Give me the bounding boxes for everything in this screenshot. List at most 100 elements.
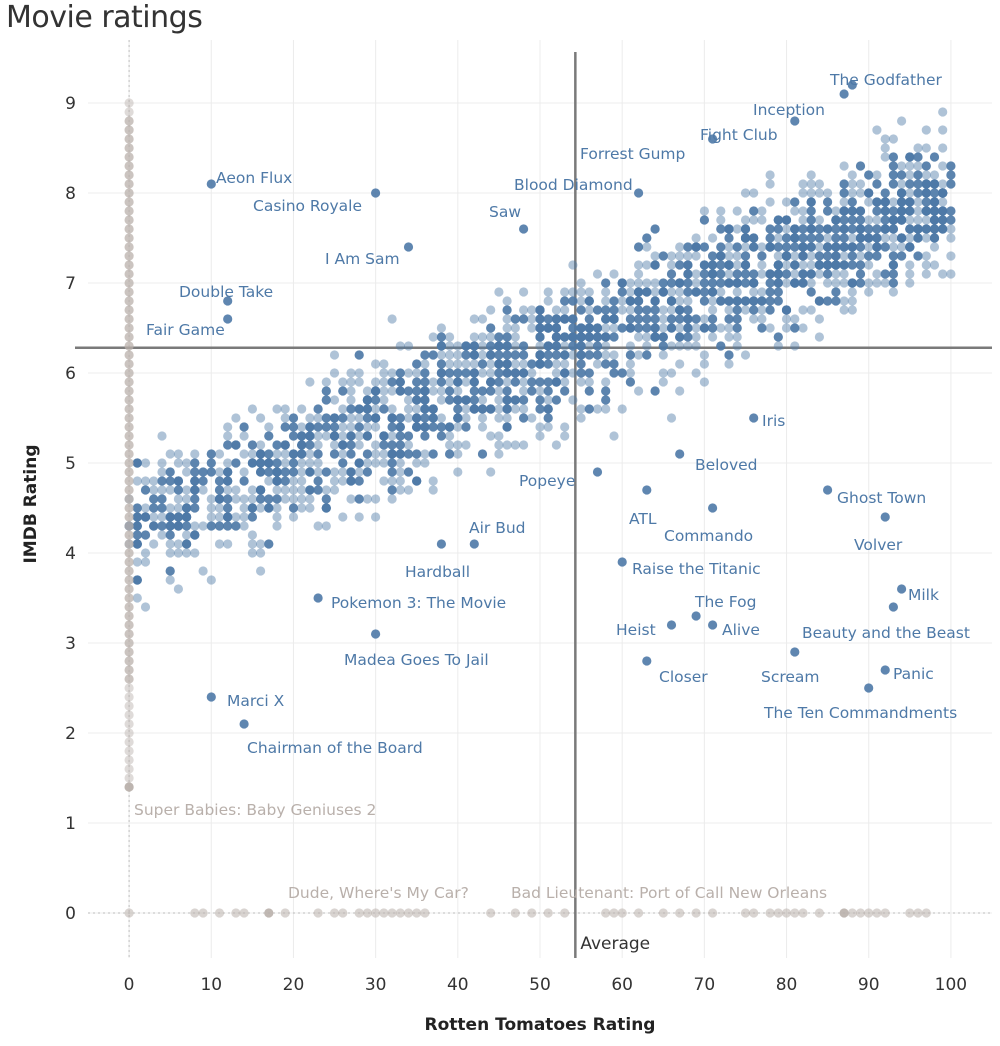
data-point <box>855 233 866 243</box>
data-point <box>708 296 718 306</box>
data-point <box>412 395 422 405</box>
data-point <box>124 152 134 162</box>
data-point <box>773 341 783 351</box>
data-point <box>798 908 808 918</box>
x-tick-label: 80 <box>776 975 798 995</box>
data-point <box>461 368 471 378</box>
data-point <box>716 242 726 252</box>
data-point <box>428 404 438 414</box>
data-point <box>157 512 167 522</box>
data-point <box>395 485 405 495</box>
data-point <box>732 242 742 252</box>
data-point <box>436 422 446 432</box>
data-point <box>321 494 331 504</box>
data-point <box>173 521 183 531</box>
data-point <box>477 341 488 351</box>
data-point <box>855 215 866 225</box>
data-point <box>239 521 249 531</box>
data-point <box>453 440 463 450</box>
data-point <box>601 395 611 405</box>
data-point <box>461 350 471 360</box>
data-point <box>847 188 857 198</box>
data-point <box>256 494 266 504</box>
data-point <box>839 251 849 261</box>
data-point <box>888 233 899 243</box>
data-point <box>313 440 323 450</box>
data-point <box>938 143 948 153</box>
data-point <box>305 503 315 513</box>
data-point <box>124 161 134 171</box>
x-tick-label: 10 <box>200 975 222 995</box>
data-point <box>905 179 915 189</box>
data-point <box>790 341 800 351</box>
data-point <box>831 278 841 288</box>
data-point <box>453 386 463 396</box>
data-point <box>395 377 405 387</box>
data-point <box>469 386 479 396</box>
data-point <box>880 512 890 522</box>
data-point <box>642 332 652 342</box>
data-point <box>839 188 849 198</box>
data-point <box>445 341 455 351</box>
data-point <box>140 557 151 567</box>
data-point <box>855 188 866 198</box>
data-point <box>946 161 956 171</box>
data-point <box>453 404 463 414</box>
data-point <box>124 395 134 405</box>
data-point <box>675 251 685 261</box>
data-point <box>305 485 315 495</box>
data-point <box>921 233 931 243</box>
data-point <box>519 350 529 360</box>
data-point <box>847 224 857 234</box>
data-point <box>124 224 134 234</box>
point-label: Alive <box>722 621 760 639</box>
data-point <box>601 404 611 414</box>
data-point <box>658 350 668 360</box>
data-point <box>666 260 677 270</box>
y-tick-label: 7 <box>65 274 76 294</box>
data-point <box>642 350 652 360</box>
data-point <box>124 134 134 144</box>
data-point <box>264 431 274 441</box>
data-point <box>502 341 512 351</box>
y-tick-label: 0 <box>65 904 76 924</box>
data-point <box>362 467 372 477</box>
data-point <box>445 431 455 441</box>
data-point <box>190 485 200 495</box>
data-point <box>288 467 299 477</box>
data-point <box>412 449 422 459</box>
data-point <box>675 305 685 315</box>
data-point <box>576 359 586 369</box>
data-point <box>461 341 471 351</box>
data-point <box>124 233 134 243</box>
data-point <box>313 404 323 414</box>
data-point <box>519 287 529 297</box>
data-point <box>231 512 241 522</box>
data-point <box>658 368 668 378</box>
data-point <box>773 296 783 306</box>
data-point <box>371 359 381 369</box>
data-point <box>864 260 874 270</box>
data-point <box>403 413 414 423</box>
data-point <box>765 269 775 279</box>
data-point <box>453 341 463 351</box>
data-point <box>272 512 282 522</box>
data-point <box>354 431 364 441</box>
data-point <box>872 206 882 216</box>
data-point <box>872 179 882 189</box>
data-point <box>124 260 134 270</box>
data-point <box>929 197 940 207</box>
data-point <box>790 269 800 279</box>
data-point <box>469 341 479 351</box>
data-point <box>839 242 849 252</box>
data-point <box>847 260 857 270</box>
data-point <box>823 251 833 261</box>
data-point <box>568 323 578 333</box>
data-point <box>223 440 233 450</box>
data-point <box>379 404 389 414</box>
data-point <box>338 908 348 918</box>
data-point <box>781 269 792 279</box>
data-point <box>403 440 414 450</box>
